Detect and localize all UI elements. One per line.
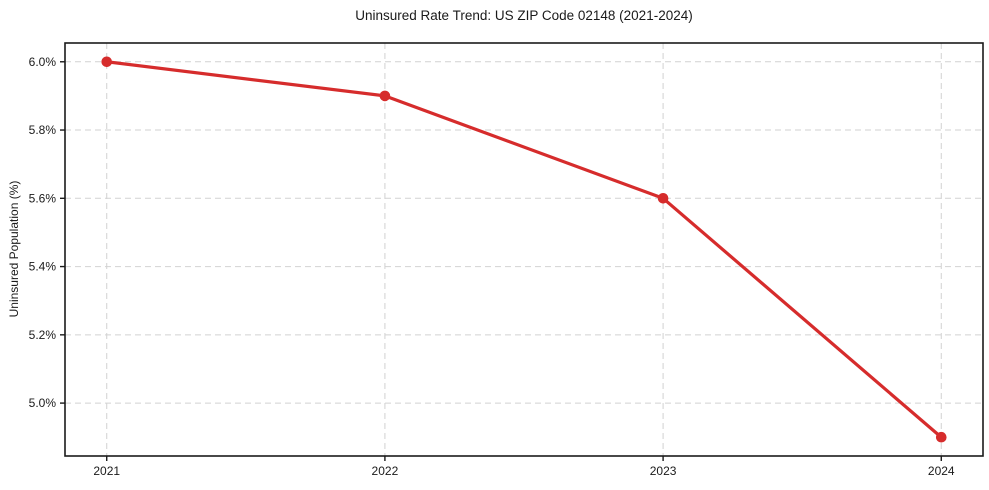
data-line (105, 60, 943, 439)
y-tick-label: 5.0% (29, 396, 57, 410)
y-tick-label: 5.6% (29, 191, 57, 205)
y-tick-label: 5.4% (29, 260, 57, 274)
chart-title: Uninsured Rate Trend: US ZIP Code 02148 … (355, 8, 693, 23)
data-point (379, 90, 391, 102)
y-tick-label: 6.0% (29, 55, 57, 69)
data-point (935, 431, 947, 443)
x-tick-label: 2022 (372, 464, 399, 478)
x-tick-label: 2024 (928, 464, 955, 478)
y-tick-label: 5.8% (29, 123, 57, 137)
x-tick-label: 2023 (650, 464, 677, 478)
axes-spines (64, 42, 984, 457)
x-tick-label: 2021 (93, 464, 120, 478)
y-tick-label: 5.2% (29, 328, 57, 342)
data-point (101, 56, 113, 68)
data-point (657, 193, 669, 204)
